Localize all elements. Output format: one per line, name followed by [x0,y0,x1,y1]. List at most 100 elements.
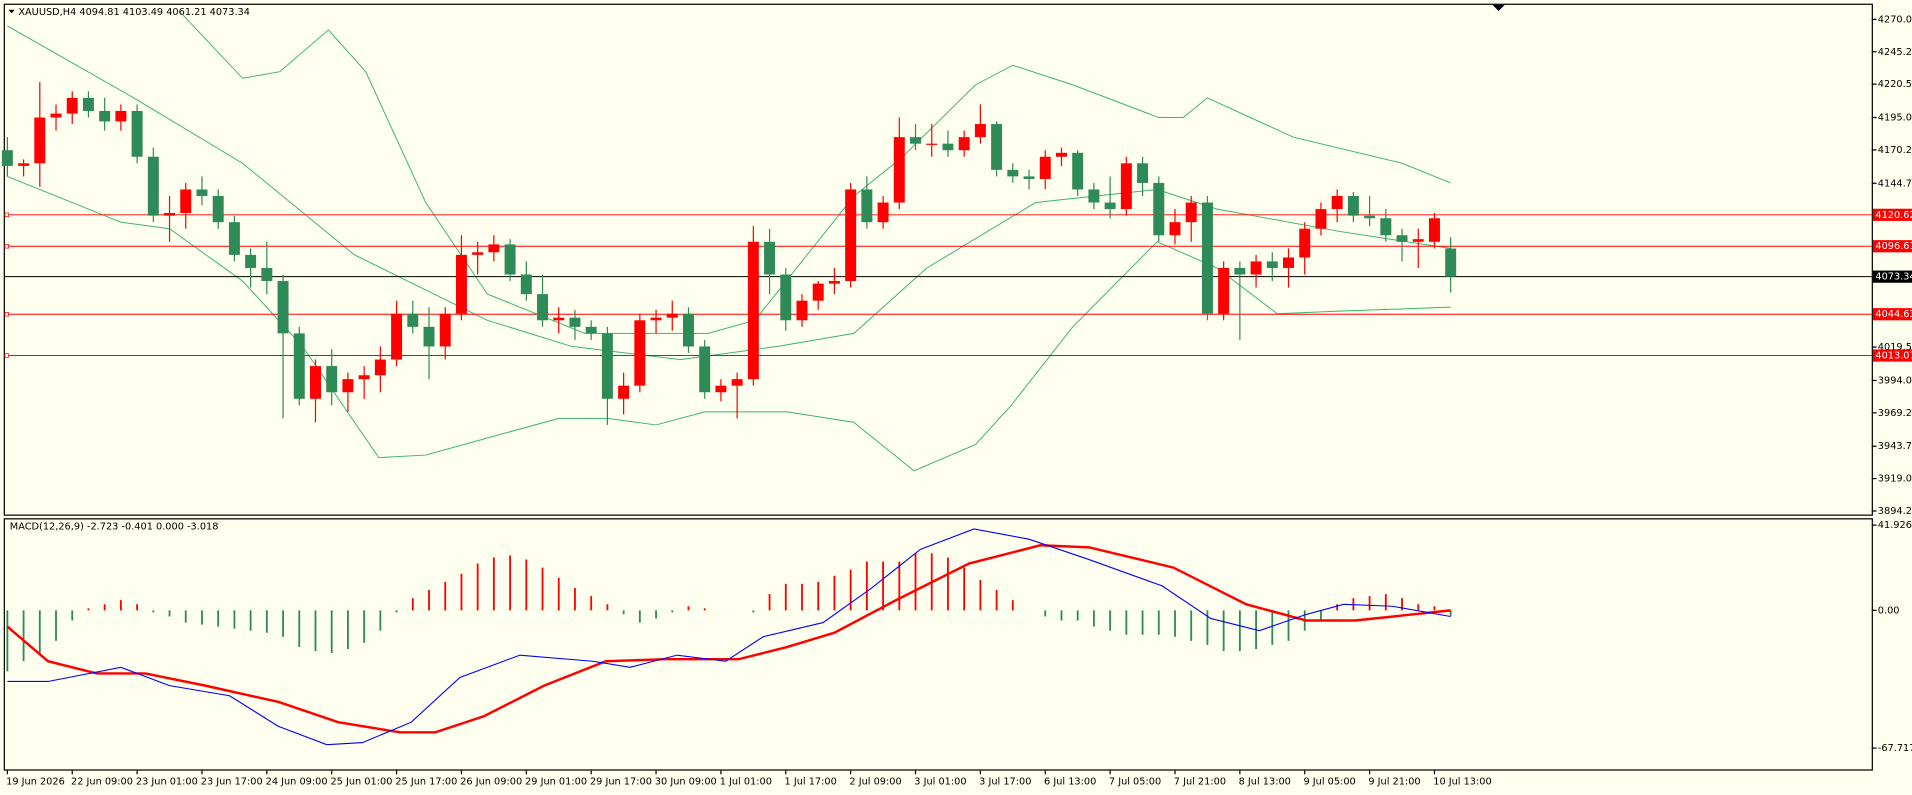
y-tick-label: 4019.50 [1878,342,1912,353]
candle-body [910,137,922,144]
macd-line [6,544,1451,734]
candle-body [520,274,532,295]
candle-body [1428,218,1440,242]
x-tick-label: 9 Jul 05:00 [1304,777,1356,788]
y-tick-label: 4170.25 [1878,145,1912,156]
level-handle [4,212,9,218]
candle-body [893,137,905,203]
y-tick-label: 4220.50 [1878,79,1912,90]
candle-body [812,283,824,301]
candle-body [1364,215,1376,219]
y-tick-label: 3969.25 [1878,408,1912,419]
candle-body [1380,218,1392,236]
y-tick-label: 4270.00 [1878,14,1912,25]
candle-body [310,366,321,399]
candle-body [1120,163,1132,210]
y-tick-label: 4144.75 [1878,178,1912,189]
candle-body [342,379,354,393]
macd-panel [3,518,1873,771]
candle-body [212,196,224,223]
candle-body [958,137,970,151]
candle-body [488,244,500,253]
candle-body [1055,152,1067,157]
shift-marker [1492,4,1505,11]
candle-body [245,254,257,268]
candle-body [164,213,176,216]
level-handle [4,353,9,358]
candle-body [618,385,630,399]
chart-title: XAUUSD,H4 4094.81 4103.49 4061.21 4073.3… [18,7,250,18]
level-tag [1872,208,1912,221]
candle-body [358,375,370,380]
candle-body [1347,196,1359,216]
candle-body [228,222,240,255]
candle-body [423,326,435,347]
candle-body [293,333,305,399]
macd-line [7,528,1451,746]
x-tick-label: 26 Jun 09:00 [460,777,522,788]
y-tick-label: 3894.25 [1878,506,1912,517]
x-tick-label: 23 Jun 01:00 [136,777,198,788]
candle-body [1137,163,1149,183]
y-tick-label: 3943.75 [1878,441,1912,452]
candle-body [1445,248,1457,277]
menu-arrow [8,9,15,14]
x-tick-label: 7 Jul 05:00 [1109,777,1161,788]
level-label: 4120.62 [1875,210,1912,221]
candle-body [1266,261,1278,268]
candle-body [796,300,808,321]
candle-body [1331,196,1343,210]
candle-body [569,317,581,327]
candle-body [131,110,143,157]
x-tick-label: 25 Jun 17:00 [395,777,457,788]
x-tick-label: 30 Jun 09:00 [655,777,717,788]
candle-body [1169,222,1181,236]
candle-body [1299,228,1311,258]
candle-body [828,281,840,284]
x-tick-label: 8 Jul 13:00 [1239,777,1291,788]
candle-body [991,124,1003,170]
x-tick-label: 22 Jun 09:00 [71,777,133,788]
candle-body [439,313,451,347]
candle-body [99,110,111,122]
candle-body [407,313,419,327]
candle-body [682,313,694,347]
candle-body [942,143,954,151]
macd-title: MACD(12,26,9) -2.723 -0.401 0.000 -3.018 [10,522,219,533]
candle-body [747,241,759,380]
candle-body [1234,267,1246,275]
candle-body [277,281,289,334]
candle-body [1201,202,1213,314]
candle-body [650,317,662,321]
candle-body [1315,209,1327,229]
candle-body [504,244,516,275]
candle-body [1039,156,1051,179]
candle-body [147,156,159,216]
candle-body [585,326,597,334]
candle-body [926,143,938,145]
x-tick-label: 2 Jul 09:00 [849,777,901,788]
candle-body [537,294,549,321]
y-tick-label: -67.717 [1878,743,1912,754]
candle-body [1088,189,1100,203]
candle-body [472,252,484,255]
price-panel [3,3,1873,516]
last-price-label: 4073.34 [1875,272,1912,283]
last-price-tag [1872,270,1912,283]
x-tick-label: 3 Jul 01:00 [914,777,966,788]
candle-body [1283,257,1294,268]
candle-body [455,254,467,314]
x-tick-label: 25 Jun 01:00 [330,777,392,788]
y-tick-label: 41.926 [1878,520,1912,531]
candle-body [18,163,30,166]
candle-body [50,113,62,118]
x-tick-label: 7 Jul 21:00 [1174,777,1226,788]
candle-body [66,97,78,114]
candle-body [391,313,403,360]
candle-body [764,241,776,275]
candle-body [1023,176,1035,179]
candle-body [845,189,857,282]
level-handle [4,312,9,317]
